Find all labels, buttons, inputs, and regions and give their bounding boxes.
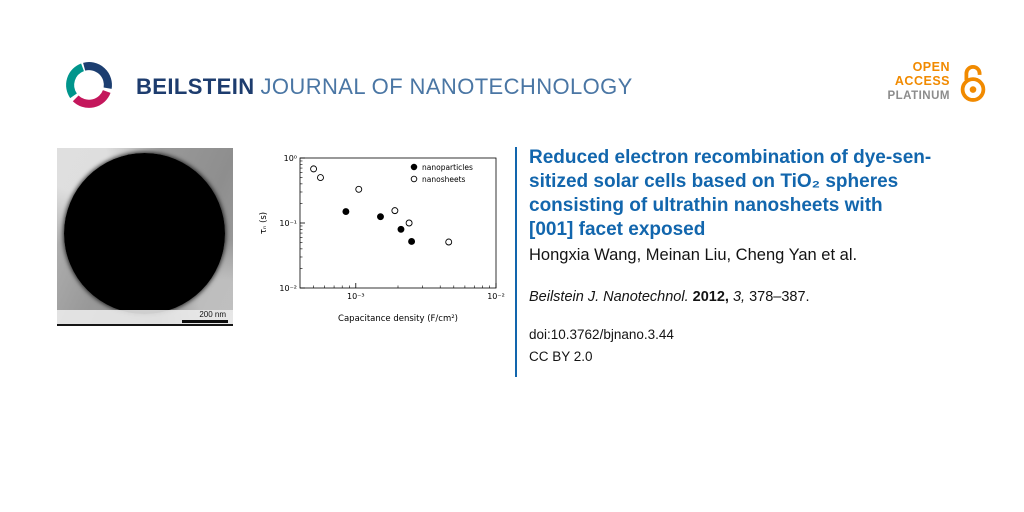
article-authors: Hongxia Wang, Meinan Liu, Cheng Yan et a… (529, 246, 858, 264)
beilstein-swirl-logo-icon (66, 62, 112, 108)
svg-text:Capacitance density (F/cm²): Capacitance density (F/cm²) (338, 314, 458, 324)
brand-journal-title: JOURNAL OF NANOTECHNOLOGY (260, 74, 633, 99)
article-citation: Beilstein J. Nanotechnol. 2012, 3, 378–3… (529, 289, 1001, 305)
journal-wordmark: BEILSTEIN JOURNAL OF NANOTECHNOLOGY (136, 74, 633, 100)
citation-journal: Beilstein J. Nanotechnol. (529, 289, 689, 305)
svg-text:10⁻³: 10⁻³ (347, 292, 365, 301)
svg-text:τₙ (s): τₙ (s) (259, 212, 269, 234)
citation-volume: 3, (732, 289, 746, 305)
svg-text:nanosheets: nanosheets (422, 175, 466, 184)
svg-text:10⁰: 10⁰ (284, 154, 297, 163)
tem-micrograph: 200 nm (57, 148, 233, 326)
svg-text:10⁻¹: 10⁻¹ (279, 219, 297, 228)
svg-text:10⁻²: 10⁻² (487, 292, 505, 301)
title-line: Reduced electron recombination of dye-se… (529, 147, 932, 168)
article-license: CC BY 2.0 (529, 349, 593, 364)
scale-bar (182, 320, 228, 323)
open-access-platinum-label: PLATINUM (887, 89, 950, 102)
tau-vs-capacitance-chart: 10⁻³ 10⁻² 10⁰ 10⁻¹ 10⁻² Capacitance density (… (256, 148, 508, 326)
brand-name: BEILSTEIN (136, 74, 255, 99)
vertical-divider (515, 147, 517, 377)
svg-text:10⁻²: 10⁻² (279, 284, 297, 293)
open-access-access-label: ACCESS (894, 74, 950, 89)
scale-label: 200 nm (199, 310, 226, 319)
chart-svg: 10⁻³ 10⁻² 10⁰ 10⁻¹ 10⁻² Capacitance density (… (259, 154, 505, 324)
open-access-badge: OPEN ACCESS PLATINUM (887, 60, 990, 104)
citation-pages: 378–387. (749, 289, 810, 305)
article-title: Reduced electron recombination of dye-se… (529, 146, 1001, 242)
open-access-lock-icon (960, 65, 986, 102)
title-line: [001] facet exposed (529, 219, 706, 240)
title-line: consisting of ultrathin nanosheets with (529, 195, 883, 216)
open-access-open-label: OPEN (912, 60, 950, 75)
title-line: sitized solar cells based on TiO₂ sphere… (529, 171, 899, 192)
citation-year: 2012, (692, 289, 729, 305)
article-doi: doi:10.3762/bjnano.3.44 (529, 327, 674, 342)
scale-bar-strip: 200 nm (57, 310, 233, 324)
svg-text:nanoparticles: nanoparticles (422, 163, 473, 172)
tio2-sphere-image (64, 153, 225, 314)
